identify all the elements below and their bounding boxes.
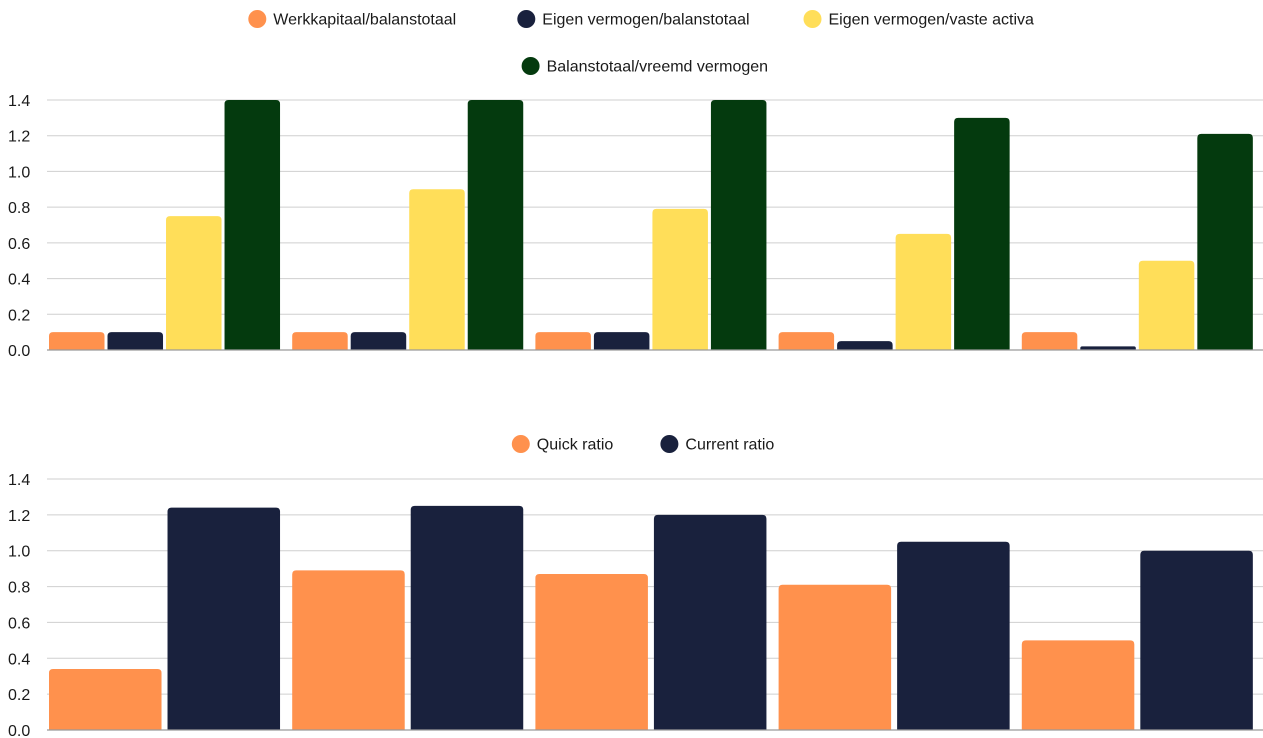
bar [1140, 550, 1253, 730]
legend-item: Eigen vermogen/vaste activa [803, 10, 1035, 29]
bar [954, 117, 1010, 350]
legend-swatch [248, 10, 267, 28]
legend-label: Balanstotaal/vreemd vermogen [547, 59, 768, 76]
y-tick-label: 0.8 [8, 580, 30, 597]
bar [1021, 640, 1135, 730]
bar [166, 216, 222, 350]
y-tick-label: 0.0 [8, 343, 30, 360]
y-tick-label: 1.2 [8, 508, 30, 525]
bar [1197, 133, 1253, 350]
y-tick-label: 1.0 [8, 164, 30, 181]
legend-swatch [660, 435, 679, 453]
balance-ratios-chart-svg: 0.0 0.2 0.4 0.6 0.8 1.0 1.2 1.4 Werkkapitaal/bal… [8, 10, 1263, 360]
bar [409, 189, 465, 350]
bar [652, 208, 708, 350]
legend-swatch [517, 10, 536, 28]
y-tick-label: 0.8 [8, 200, 30, 217]
legend-swatch [803, 10, 822, 28]
bars [49, 505, 1253, 730]
liquidity-ratios-chart-svg: 0.0 0.2 0.4 0.6 0.8 1.0 1.2 1.4 Quick ratio Curre… [8, 435, 1263, 738]
bars [49, 100, 1253, 350]
y-tick-label: 1.0 [8, 544, 30, 561]
legend-item: Current ratio [660, 435, 774, 454]
y-tick-label: 0.0 [8, 723, 30, 738]
y-tick-label: 1.2 [8, 129, 30, 146]
legend-label: Current ratio [685, 437, 774, 454]
bar [292, 570, 405, 730]
bar [467, 100, 524, 350]
legend-item: Quick ratio [511, 435, 614, 454]
bar [107, 332, 164, 350]
bar [350, 332, 407, 350]
bar [49, 332, 105, 350]
bar [535, 574, 648, 730]
bar [1138, 260, 1195, 350]
legend-label: Quick ratio [537, 437, 614, 454]
bar [224, 100, 281, 350]
y-tick-label: 0.6 [8, 236, 30, 253]
bar [49, 669, 162, 730]
legend-swatch [521, 57, 540, 75]
balance-ratios-chart: 0.0 0.2 0.4 0.6 0.8 1.0 1.2 1.4 Werkkapitaal/bal… [8, 10, 1263, 360]
bar [593, 332, 650, 350]
legend-item: Balanstotaal/vreemd vermogen [521, 57, 768, 76]
bar [895, 233, 952, 350]
bar [1021, 332, 1078, 350]
y-tick-label: 1.4 [8, 472, 30, 489]
y-tick-label: 0.4 [8, 651, 30, 668]
legend-swatch [511, 435, 530, 453]
legend: Quick ratio Current ratio [511, 435, 774, 454]
legend-item: Werkkapitaal/balanstotaal [248, 10, 456, 29]
y-tick-label: 1.4 [8, 93, 30, 110]
bar [410, 505, 524, 730]
y-tick-label: 0.4 [8, 272, 30, 289]
y-tick-label: 0.2 [8, 307, 30, 324]
y-tick-label: 0.6 [8, 615, 30, 632]
liquidity-ratios-chart: 0.0 0.2 0.4 0.6 0.8 1.0 1.2 1.4 Quick ratio Curre… [0, 420, 1263, 738]
bar [1080, 346, 1136, 350]
bar [778, 332, 835, 350]
bar [897, 541, 1010, 730]
bar [535, 332, 591, 350]
bar [292, 332, 348, 350]
bar [837, 341, 893, 350]
legend-item: Eigen vermogen/balanstotaal [517, 10, 750, 29]
bar [710, 100, 767, 350]
bar [653, 514, 767, 730]
y-tick-label: 0.2 [8, 687, 30, 704]
legend-label: Werkkapitaal/balanstotaal [273, 12, 456, 29]
legend-label: Eigen vermogen/balanstotaal [542, 12, 749, 29]
legend: Werkkapitaal/balanstotaal Eigen vermogen/… [248, 10, 1034, 76]
bar [167, 507, 281, 730]
legend-label: Eigen vermogen/vaste activa [829, 12, 1035, 29]
bar [778, 584, 892, 730]
